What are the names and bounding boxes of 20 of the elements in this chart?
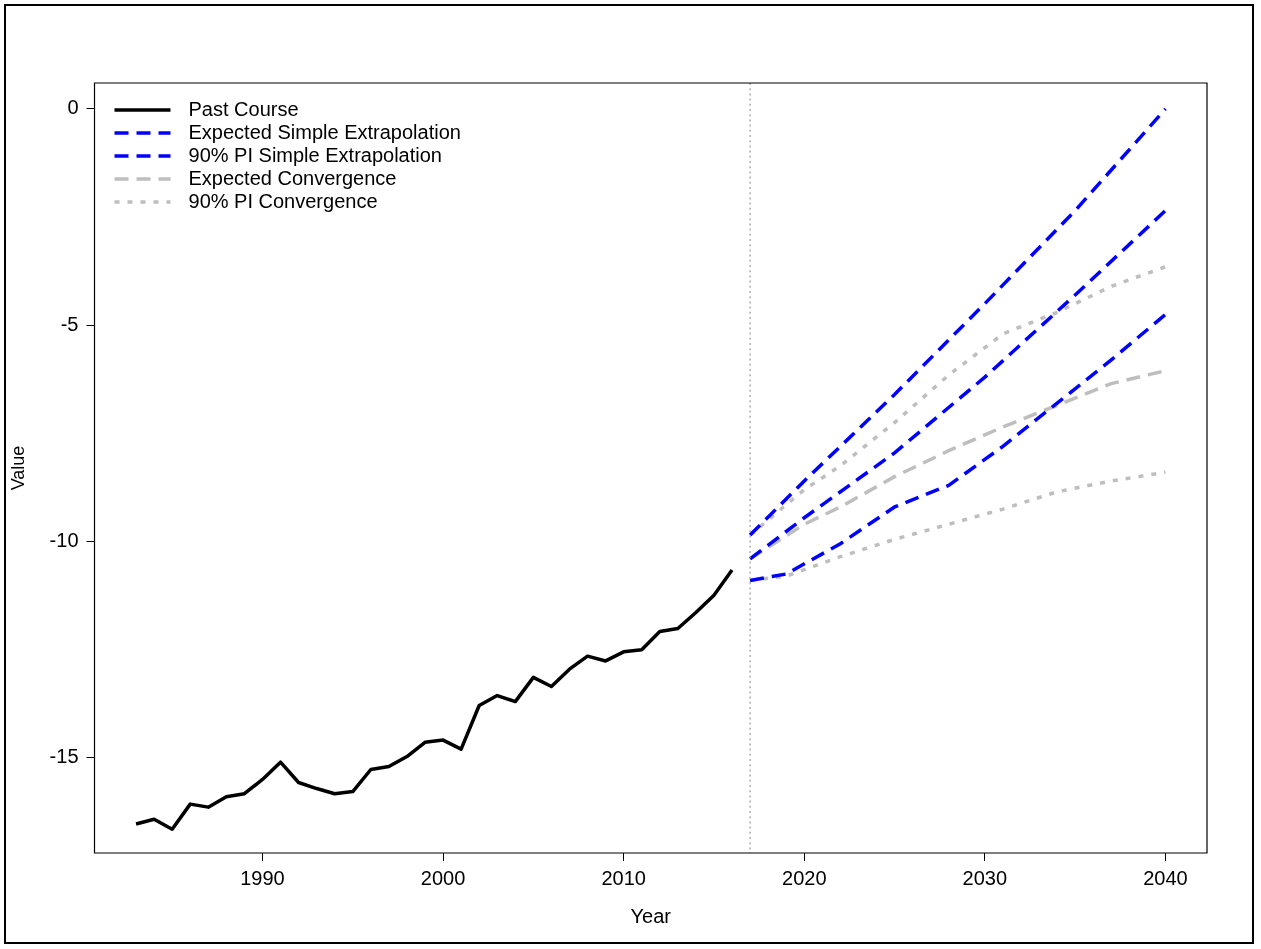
x-tick-label: 2010 [601,866,646,889]
y-tick-label: -15 [49,745,79,768]
x-axis-title: Year [630,904,672,927]
legend-label: Expected Simple Extrapolation [188,120,461,143]
line-series [748,208,1168,561]
x-tick-label: 2000 [420,866,466,889]
line-series [748,107,1168,537]
x-tick-label: 1990 [240,866,285,889]
legend-label: 90% PI Convergence [188,189,378,212]
x-tick-label: 2030 [962,866,1008,889]
line-series [748,312,1168,583]
legend-label: Past Course [188,97,299,120]
y-tick-label: -5 [60,312,79,335]
y-tick-label: -10 [49,529,79,552]
legend-label: 90% PI Simple Extrapolation [188,143,442,166]
x-tick-label: 2040 [1143,866,1188,889]
legend-label: Expected Convergence [188,166,397,189]
y-tick-label: 0 [67,96,79,119]
y-axis-title: Value [7,445,28,491]
x-tick-label: 2020 [782,866,827,889]
